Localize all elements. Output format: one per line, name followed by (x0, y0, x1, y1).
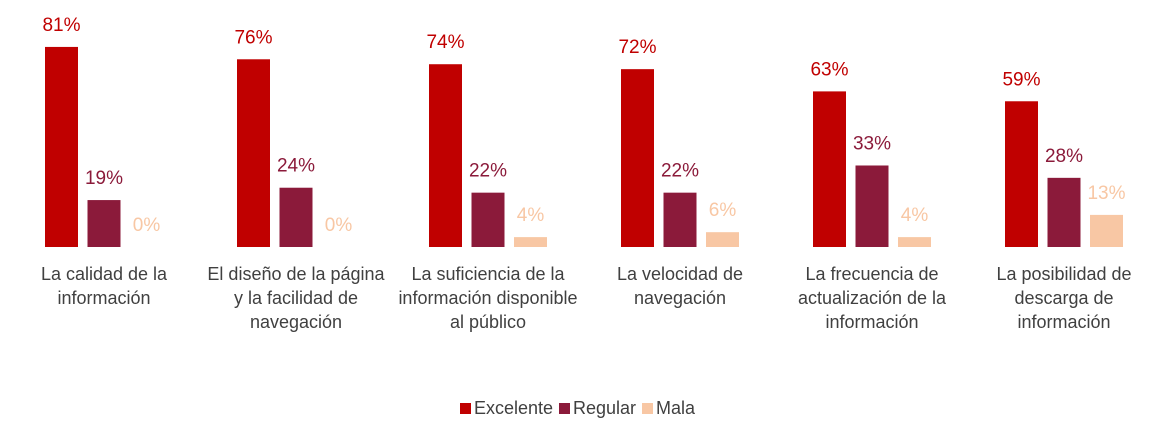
bar (706, 232, 739, 247)
legend-swatch (559, 403, 570, 414)
value-label: 28% (1045, 146, 1083, 167)
legend: Excelente Regular Mala (0, 398, 1155, 419)
bar (1047, 177, 1081, 247)
bar (1005, 101, 1038, 248)
x-tick-label: La calidad de la información (40, 264, 168, 308)
value-label: 4% (901, 205, 929, 226)
value-label: 6% (709, 200, 737, 221)
bar (237, 59, 270, 247)
x-tick-label: La posibilidad de descarga de informació… (996, 264, 1132, 332)
bar (855, 165, 889, 247)
value-label: 72% (618, 37, 656, 58)
value-label: 63% (810, 59, 848, 80)
legend-label: Mala (656, 398, 696, 418)
legend-item: Regular (559, 398, 636, 419)
bar (429, 64, 462, 247)
value-label: 4% (517, 205, 545, 226)
x-tick-label: La frecuencia de actualización de la inf… (797, 264, 947, 332)
value-label: 19% (85, 168, 123, 189)
value-label: 22% (661, 161, 699, 182)
value-label: 22% (469, 161, 507, 182)
bar (813, 91, 846, 247)
legend-label: Regular (573, 398, 637, 418)
value-label: 24% (277, 156, 315, 177)
value-label: 59% (1002, 69, 1040, 90)
bar (663, 192, 697, 247)
bar (514, 237, 547, 247)
value-label: 0% (133, 215, 161, 236)
legend-item: Mala (642, 398, 695, 419)
bar (898, 237, 931, 247)
value-label: 74% (426, 32, 464, 53)
bar (87, 200, 121, 247)
x-tick-label: El diseño de la página y la facilidad de… (207, 264, 385, 332)
x-tick-label: La velocidad de navegación (616, 264, 744, 308)
value-label: 76% (234, 27, 272, 48)
legend-swatch (459, 403, 471, 414)
bar (279, 187, 313, 247)
value-label: 0% (325, 215, 353, 236)
value-label: 13% (1087, 183, 1125, 204)
legend-item: Excelente (459, 398, 553, 419)
bar (471, 192, 505, 247)
x-tick-label: La suficiencia de la información disponi… (398, 264, 578, 332)
legend-label: Excelente (473, 398, 553, 418)
bar (1090, 214, 1123, 247)
value-label: 81% (42, 15, 80, 36)
value-label: 33% (853, 134, 891, 155)
bar (621, 69, 654, 247)
bar (45, 46, 78, 248)
legend-swatch (642, 403, 654, 414)
